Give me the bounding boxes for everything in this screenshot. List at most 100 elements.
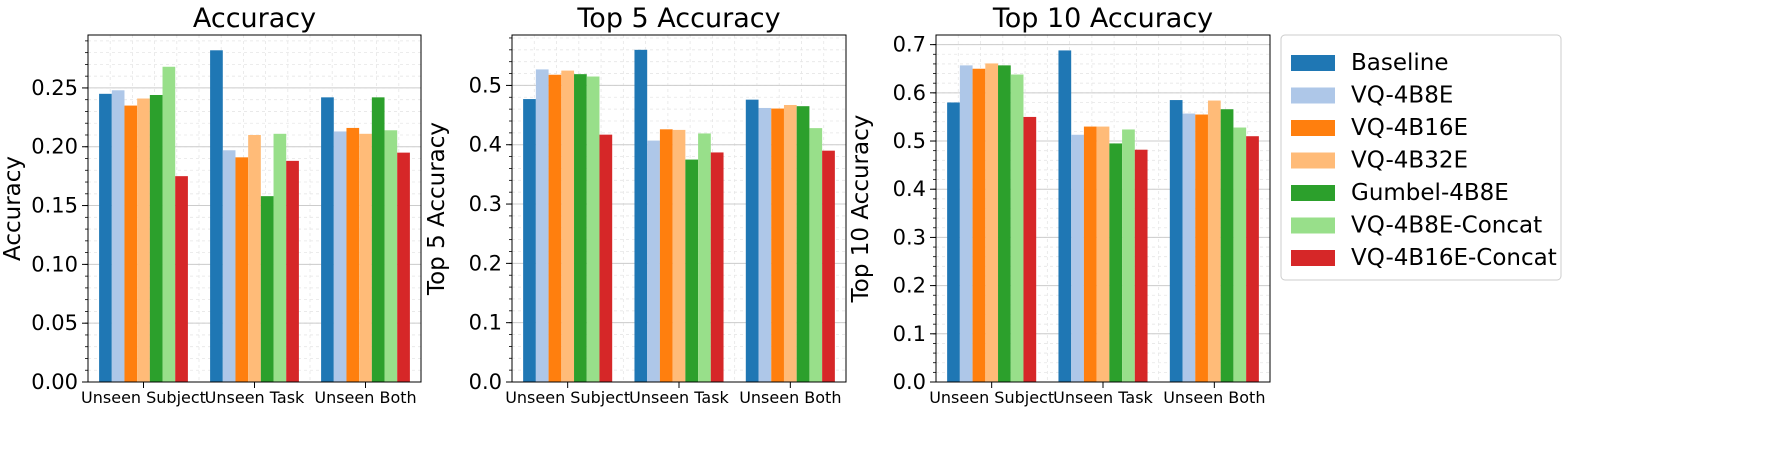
bar-vq-4b16e-concat-2 [710, 152, 724, 382]
bar-vq-4b16e-1 [124, 105, 138, 383]
legend-swatch [1291, 250, 1335, 266]
bar-vq-4b32e-2 [1096, 126, 1110, 382]
x-tick-label: Unseen Subject [81, 388, 206, 407]
bar-vq-4b8e-2 [222, 150, 236, 382]
x-tick-label: Unseen Subject [505, 388, 630, 407]
x-tick-label: Unseen Both [314, 388, 416, 407]
plot-frame [87, 34, 422, 383]
y-tick-label: 0.7 [893, 33, 926, 57]
chart-title: Top 10 Accuracy [992, 3, 1213, 34]
y-tick-label: 0.10 [31, 252, 78, 276]
x-tick-label: Unseen Both [1163, 388, 1265, 407]
bar-gumbel-4b8e-2 [685, 159, 699, 382]
legend-swatch [1291, 217, 1335, 234]
y-tick-label: 0.3 [893, 225, 926, 249]
bar-baseline-1 [99, 93, 112, 382]
bar-vq-4b16e-concat-1 [599, 134, 613, 382]
bar-baseline-1 [947, 102, 960, 382]
bar-gumbel-4b8e-1 [149, 94, 163, 382]
legend-label: VQ-4B8E [1351, 83, 1453, 109]
bar-baseline-3 [321, 97, 334, 382]
legend-label: Gumbel-4B8E [1351, 180, 1509, 206]
y-tick-label: 0.6 [893, 81, 926, 105]
bar-gumbel-4b8e-1 [998, 65, 1011, 383]
y-tick-label: 0.2 [469, 251, 502, 275]
bar-gumbel-4b8e-3 [1220, 109, 1234, 382]
y-tick-label: 0.5 [469, 73, 502, 97]
bar-vq-4b32e-1 [137, 98, 150, 382]
bar-vq-4b16e-concat-2 [286, 160, 299, 382]
bar-gumbel-4b8e-2 [1109, 143, 1123, 382]
legend-swatch [1291, 185, 1335, 201]
y-tick-label: 0.15 [31, 194, 78, 218]
bar-baseline-2 [1058, 50, 1072, 383]
y-tick-label: 0.00 [31, 370, 78, 394]
y-tick-label: 0.4 [893, 177, 926, 201]
legend-swatch [1291, 55, 1335, 71]
y-tick-label: 0.2 [893, 274, 926, 298]
chart-panel-2: 0.0 0.1 0.2 0.3 0.4 0.5 Unseen Subject Unseen T… [424, 3, 847, 407]
bar-vq-4b8e-concat-2 [1122, 129, 1135, 382]
chart-title: Accuracy [193, 3, 316, 34]
bar-vq-4b32e-1 [561, 70, 575, 382]
bar-vq-4b32e-1 [985, 63, 999, 382]
bar-vq-4b16e-concat-3 [1246, 136, 1259, 382]
bar-vq-4b8e-concat-1 [162, 66, 176, 382]
legend-label: VQ-4B32E [1351, 148, 1468, 174]
bar-vq-4b16e-concat-1 [175, 176, 188, 382]
bar-baseline-3 [745, 99, 759, 383]
legend-swatch [1291, 87, 1335, 104]
y-tick-label: 0.4 [469, 133, 502, 157]
bar-vq-4b8e-concat-2 [698, 133, 711, 382]
bar-gumbel-4b8e-3 [796, 106, 810, 382]
bar-vq-4b16e-concat-2 [1134, 149, 1148, 382]
bar-vq-4b8e-concat-3 [809, 128, 823, 382]
y-tick-label: 0.1 [469, 311, 502, 335]
bar-vq-4b16e-concat-1 [1023, 116, 1037, 383]
bar-vq-4b8e-concat-1 [1010, 74, 1024, 383]
bar-vq-4b8e-3 [758, 107, 772, 382]
legend-label: VQ-4B16E [1351, 115, 1468, 141]
bar-vq-4b8e-3 [1182, 113, 1196, 382]
bar-vq-4b16e-concat-3 [822, 150, 835, 382]
y-axis-label: Accuracy [0, 156, 26, 261]
legend-label: Baseline [1351, 50, 1449, 76]
y-tick-label: 0.05 [31, 311, 78, 335]
bar-vq-4b16e-3 [346, 127, 360, 383]
bar-baseline-2 [634, 49, 648, 382]
y-tick-label: 0.1 [893, 322, 926, 346]
legend-swatch [1291, 120, 1335, 136]
bar-vq-4b8e-concat-1 [586, 76, 600, 383]
bar-vq-4b8e-2 [1071, 134, 1084, 382]
bar-vq-4b8e-1 [111, 90, 125, 383]
bar-vq-4b32e-3 [1207, 100, 1221, 383]
chart-title: Top 5 Accuracy [576, 3, 780, 34]
y-tick-label: 0.0 [469, 370, 502, 394]
bar-vq-4b16e-2 [1083, 126, 1097, 382]
bar-vq-4b8e-1 [535, 69, 549, 383]
bar-vq-4b32e-3 [783, 104, 797, 382]
bar-vq-4b32e-2 [248, 134, 261, 382]
bar-baseline-1 [523, 99, 536, 383]
y-axis-label: Top 5 Accuracy [424, 122, 450, 296]
y-axis-label: Top 10 Accuracy [848, 115, 874, 304]
x-tick-label: Unseen Subject [929, 388, 1054, 407]
bar-vq-4b8e-concat-3 [1233, 127, 1247, 383]
bar-baseline-3 [1169, 100, 1183, 382]
bar-gumbel-4b8e-2 [260, 196, 274, 382]
x-tick-label: Unseen Task [629, 388, 729, 407]
legend: Baseline VQ-4B8E VQ-4B16E VQ-4B32E Gumbel-4B… [1280, 34, 1562, 281]
legend-swatch [1291, 152, 1335, 169]
bar-vq-4b8e-3 [333, 131, 347, 382]
x-tick-label: Unseen Both [739, 388, 841, 407]
plot-frame [511, 34, 847, 383]
y-tick-label: 0.20 [31, 135, 78, 159]
bar-vq-4b8e-2 [647, 140, 660, 382]
bar-vq-4b16e-1 [972, 68, 986, 382]
bar-gumbel-4b8e-3 [371, 97, 385, 382]
bar-vq-4b16e-1 [548, 74, 562, 382]
bar-vq-4b32e-3 [359, 133, 372, 382]
